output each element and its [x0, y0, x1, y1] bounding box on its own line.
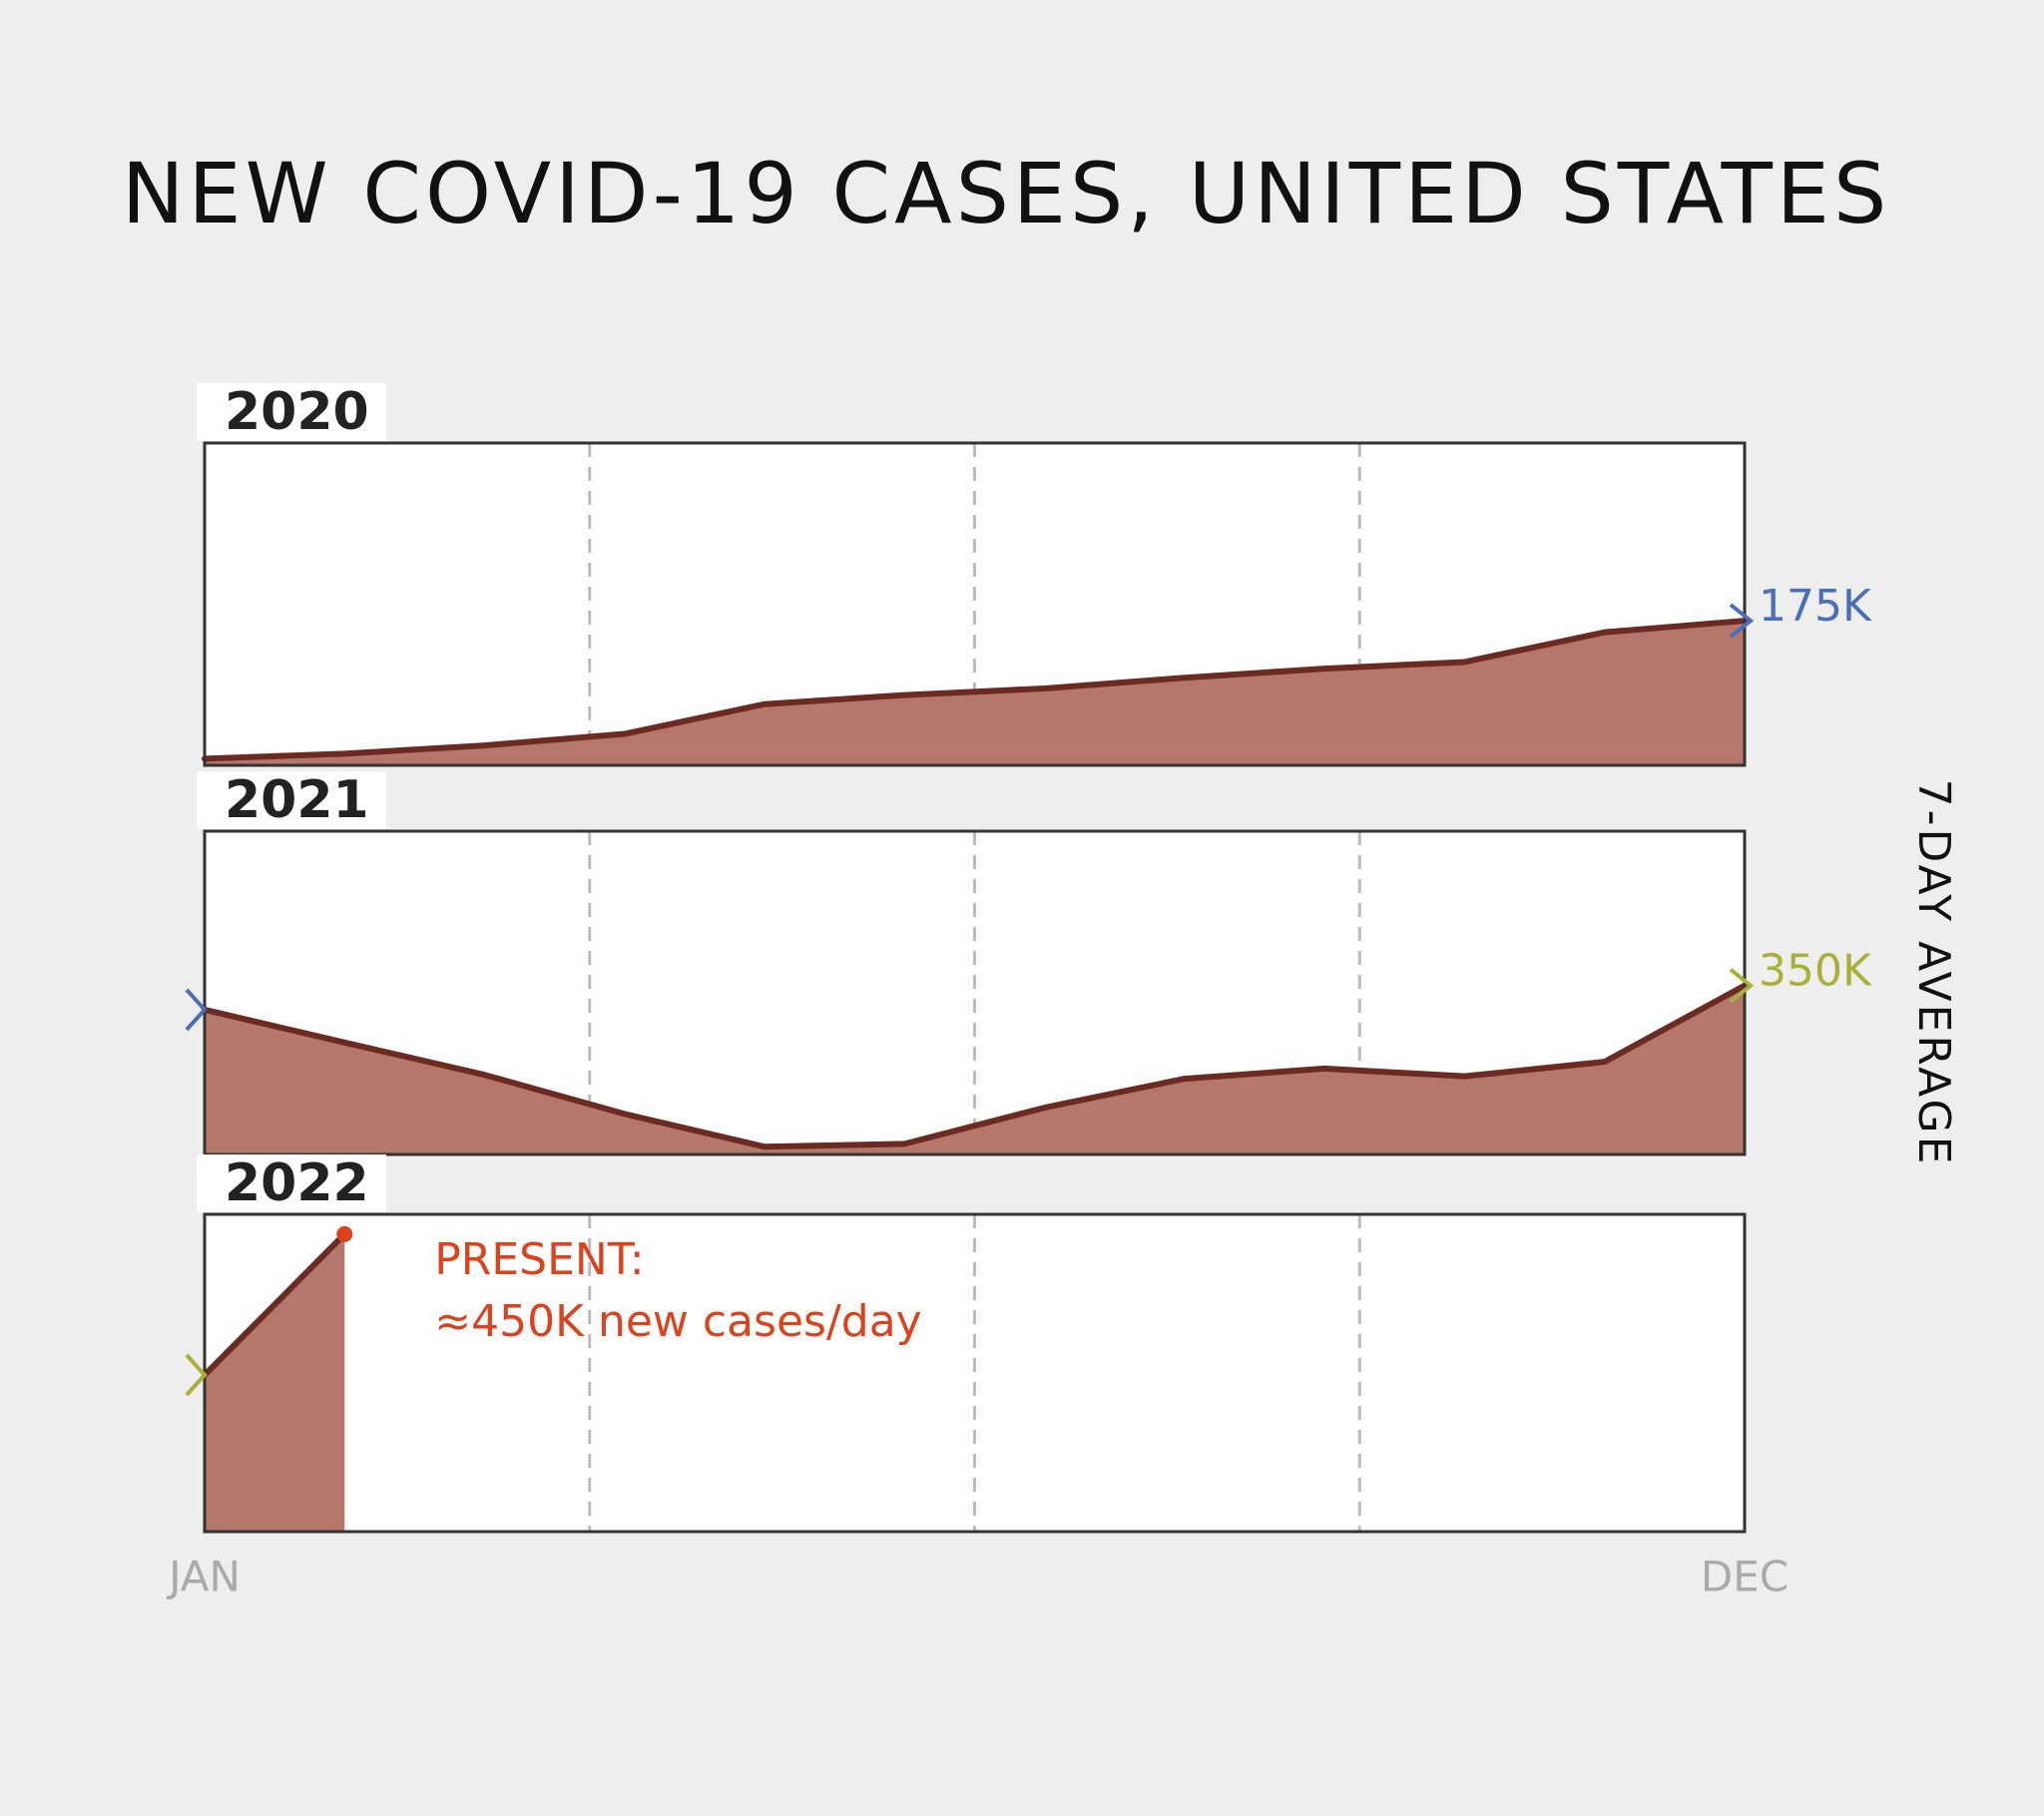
- year-label: 2021: [225, 770, 369, 830]
- present-dot: [336, 1225, 353, 1242]
- year-label-bg: [197, 383, 386, 441]
- value-label: 175K: [1759, 581, 1872, 632]
- value-label: 350K: [1759, 946, 1872, 997]
- year-label-bg: [197, 1154, 386, 1212]
- side-label: 7-DAY AVERAGE: [1908, 779, 1959, 1167]
- year-label-bg: [197, 771, 386, 829]
- panel-border: [203, 441, 1747, 767]
- x-tick-label: DEC: [1701, 1553, 1788, 1601]
- area: [205, 985, 1745, 1154]
- chart-title: NEW COVID-19 CASES, UNITED STATES: [122, 145, 1891, 242]
- continuation-arrow: [185, 988, 208, 1032]
- line: [202, 1230, 348, 1378]
- x-tick-label: JAN: [166, 1553, 241, 1601]
- line: [202, 618, 1748, 762]
- continuation-arrow: [185, 1353, 208, 1397]
- year-label: 2022: [225, 1153, 369, 1213]
- value-label-arrow: [1729, 603, 1755, 639]
- area: [205, 1233, 345, 1532]
- line: [202, 982, 1748, 1150]
- year-label: 2020: [225, 382, 369, 442]
- value-label-arrow: [1729, 968, 1755, 1004]
- annotation: ≈450K new cases/day: [434, 1296, 921, 1347]
- annotation: PRESENT:: [434, 1234, 644, 1285]
